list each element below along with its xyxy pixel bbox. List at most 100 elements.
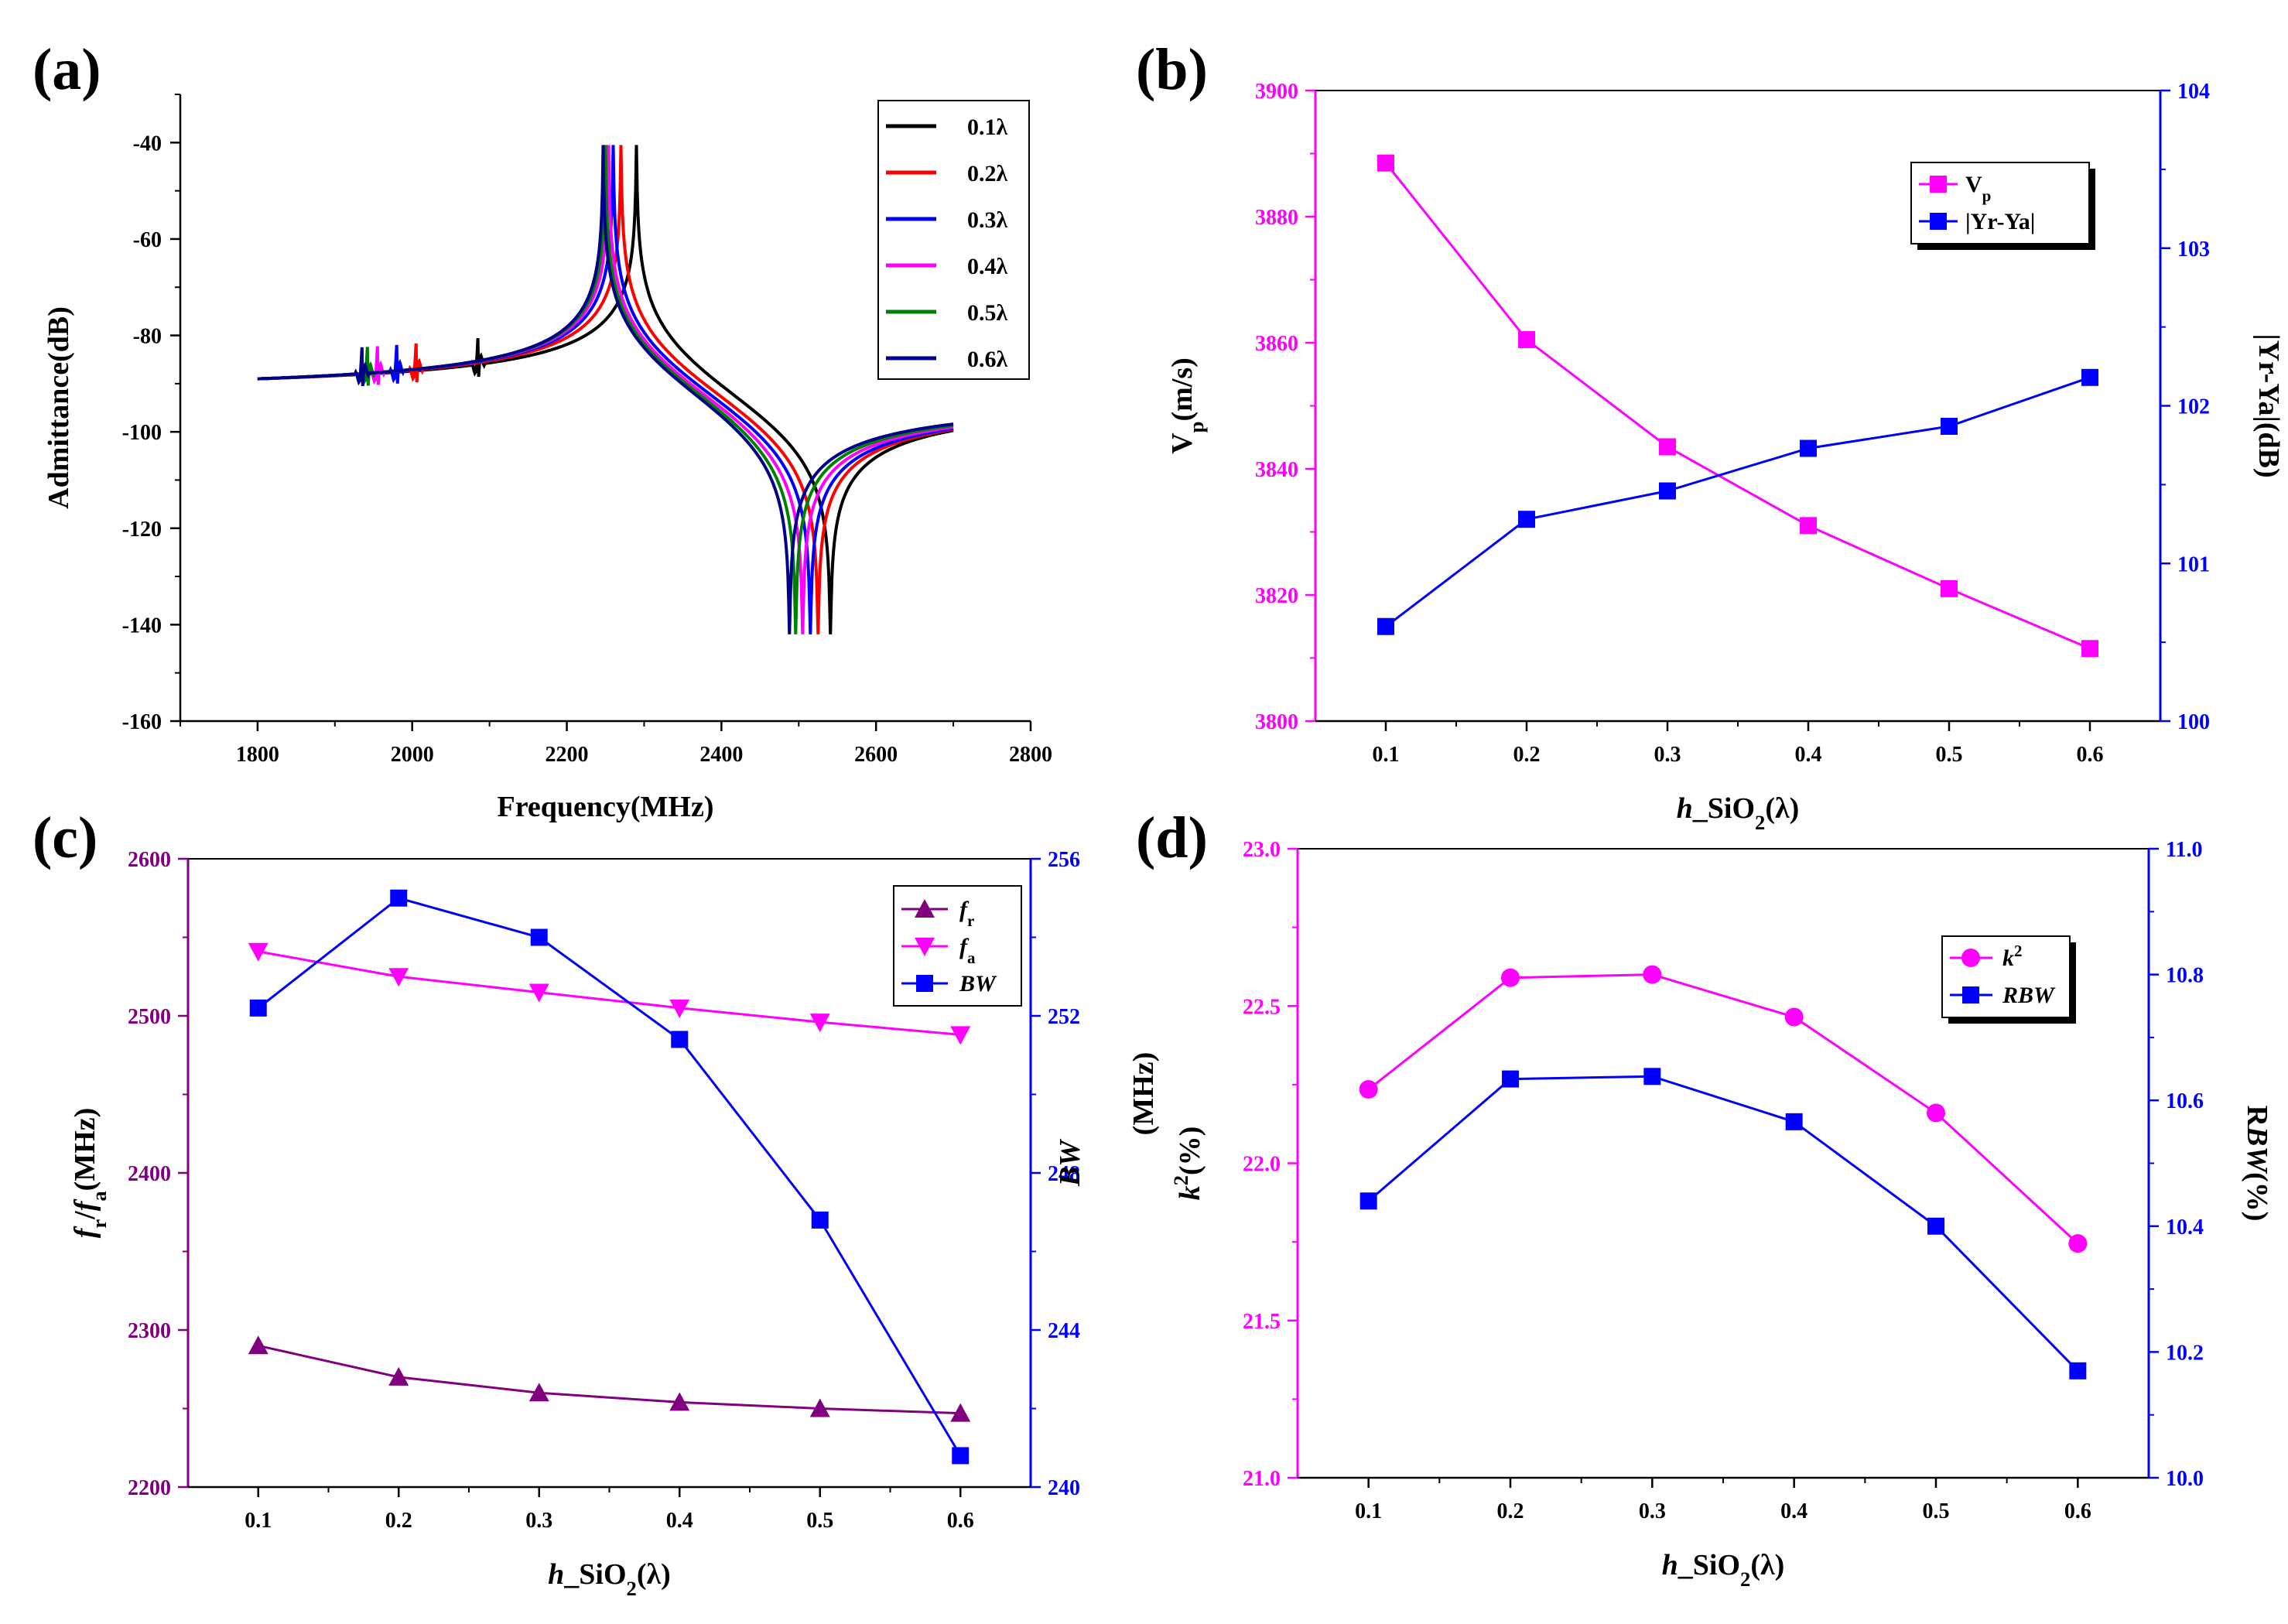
left-y-tick-label: 3860 [1255, 332, 1298, 356]
x-tick-label: 0.6 [2064, 1499, 2091, 1523]
series-line [258, 950, 961, 1036]
left-y-axis-label-part: a [87, 1191, 111, 1201]
right-y-axis-label-part: (%) [2241, 1172, 2273, 1221]
x-axis-label-part: (λ) [1765, 792, 1799, 825]
x-axis-label: h_SiO2(λ) [548, 1558, 671, 1600]
series-line [1367, 1075, 2079, 1372]
legend-label: 0.5λ [967, 300, 1008, 326]
left-y-axis-label-part: (%) [1174, 1127, 1206, 1175]
x-tick-label: 2000 [391, 743, 434, 767]
data-point [1359, 1192, 1377, 1210]
data-point [1800, 517, 1817, 535]
legend-marker [1962, 986, 1979, 1003]
x-axis-label: h_SiO2(λ) [1677, 792, 1800, 834]
left-y-axis-label-part: / [69, 1211, 101, 1220]
left-y-axis-label-part: 2 [1169, 1175, 1192, 1185]
legend-label-part: f [959, 897, 970, 922]
legend-marker [1961, 949, 1980, 967]
left-y-axis-label-part: (MHz) [69, 1108, 101, 1192]
x-tick-label: 0.6 [947, 1509, 974, 1533]
data-point [1659, 438, 1676, 456]
data-point [2081, 640, 2098, 658]
data-point [528, 1383, 549, 1402]
left-y-axis-label-part: f [69, 1226, 101, 1238]
legend-box [877, 100, 1030, 380]
data-point [528, 983, 549, 1003]
x-tick-label: 0.4 [1780, 1499, 1807, 1523]
data-point [1800, 439, 1817, 457]
right-y-tick-label: 244 [1048, 1319, 1080, 1343]
left-y-tick-label: 22.0 [1243, 1153, 1281, 1177]
left-y-tick-label: 2400 [128, 1162, 171, 1186]
y-tick-label: -120 [122, 518, 162, 542]
legend-label: 0.4λ [967, 254, 1008, 279]
legend-marker [916, 975, 933, 992]
right-y-tick-label: 104 [2177, 80, 2210, 104]
data-point [1659, 482, 1676, 500]
x-tick-label: 0.1 [1355, 1499, 1382, 1523]
x-tick-label: 0.2 [1497, 1499, 1524, 1523]
panel-c: (c) 0.1 0.2 0.3 0.4 0.5 0.6 2200 2300 2400 2500 260… [32, 805, 1080, 1600]
right-y-tick-label: 256 [1048, 848, 1080, 872]
legend-label: k2 [2002, 942, 2023, 971]
data-point [1643, 965, 1662, 984]
data-point [390, 889, 408, 907]
right-y-axis-label: RBW(%) [2241, 1106, 2273, 1222]
legend-label: 0.3λ [967, 207, 1008, 233]
left-y-tick-label: 2300 [128, 1319, 171, 1343]
x-tick-label: 2200 [545, 743, 589, 767]
left-y-tick-label: 3900 [1255, 80, 1298, 104]
series-RBW [1359, 1068, 2087, 1380]
right-y-tick-label: 103 [2177, 238, 2210, 262]
panel-a: (a) 1800 2000 2200 2400 2600 2800 -160 -140 -120 -… [32, 37, 1052, 823]
x-tick-label: 0.3 [1639, 1499, 1666, 1523]
left-y-tick-label: 22.5 [1243, 995, 1281, 1019]
data-point [1784, 1007, 1804, 1027]
legend-label-part: RBW [2002, 983, 2056, 1008]
panel-c-right-y-axis-label: BW [1054, 1138, 1086, 1187]
x-tick-label: 0.6 [2077, 743, 2104, 767]
left-y-axis-label: fr/fa(MHz) [69, 1108, 111, 1239]
legend-label-part: f [959, 934, 970, 959]
data-point [1502, 1070, 1519, 1088]
left-y-axis-label-part: p [1185, 422, 1208, 433]
y-tick-label: -140 [122, 614, 162, 638]
x-tick-label: 0.2 [385, 1509, 412, 1533]
legend-label: 0.6λ [967, 347, 1008, 372]
x-axis-label-part: 2 [1755, 811, 1765, 834]
right-y-tick-label: 11.0 [2166, 838, 2202, 862]
legend: 0.1λ 0.2λ 0.3λ 0.4λ 0.5λ 0.6λ [877, 100, 1030, 380]
x-tick-label: 0.1 [245, 1509, 272, 1533]
legend-label: RBW [2002, 983, 2056, 1008]
legend-label: fr [959, 897, 974, 930]
series-k2 [1359, 965, 2088, 1253]
legend-label-part: r [967, 911, 974, 930]
x-tick-label: 0.4 [666, 1509, 693, 1533]
legend-label: |Yr-Ya| [1965, 209, 2035, 234]
series-line [1367, 973, 2079, 1245]
data-point [811, 1211, 829, 1229]
right-y-tick-label: 10.2 [2166, 1341, 2204, 1365]
panel-label-c: (c) [32, 805, 97, 870]
left-y-tick-label: 23.0 [1243, 838, 1281, 862]
right-y-tick-label: 100 [2177, 710, 2210, 734]
x-axis-label-part: h [1662, 1549, 1678, 1581]
y-tick-label: -80 [133, 325, 162, 349]
data-point [248, 942, 268, 962]
left-y-axis-label: Vp(m/s) [1166, 357, 1208, 454]
data-point [1941, 580, 1958, 597]
legend-marker [915, 899, 935, 918]
left-y-axis-label-part: r [87, 1219, 111, 1229]
right-y-tick-label: 240 [1048, 1476, 1080, 1500]
data-point [1359, 1079, 1378, 1099]
panel-label-a: (a) [32, 37, 101, 102]
x-axis-label-part: 2 [627, 1577, 637, 1600]
legend: Vp |Yr-Ya| [1910, 162, 2095, 250]
legend: k2 RBW [1941, 935, 2076, 1024]
right-y-tick-label: 252 [1048, 1005, 1080, 1029]
right-y-tick-label: 101 [2177, 552, 2210, 576]
x-tick-label: 0.3 [1654, 743, 1681, 767]
data-point [530, 928, 548, 946]
data-point [1941, 417, 1958, 435]
